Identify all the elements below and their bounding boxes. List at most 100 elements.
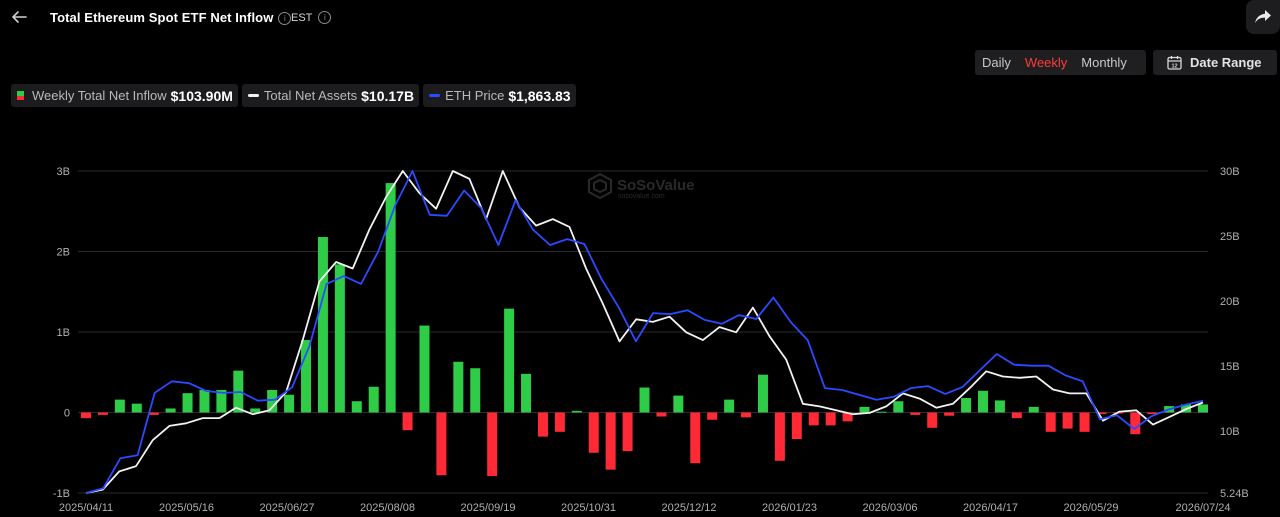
timezone-label: EST i	[291, 11, 332, 24]
legend-eth-price[interactable]: ETH Price $1,863.83	[423, 84, 576, 107]
legend-label: Total Net Assets	[263, 88, 358, 103]
inflow-bar	[994, 400, 1005, 413]
inflow-bar	[825, 412, 836, 426]
inflow-bar	[774, 412, 785, 461]
legend-weekly-inflow[interactable]: Weekly Total Net Inflow $103.90M	[11, 84, 238, 107]
inflow-bar	[216, 389, 227, 413]
inflow-bar	[250, 408, 261, 413]
line-swatch-icon	[247, 94, 259, 97]
page-title-text: Total Ethereum Spot ETF Net Inflow	[50, 10, 274, 25]
inflow-bar	[81, 412, 91, 419]
inflow-bar	[402, 412, 413, 431]
legend-value: $10.17B	[361, 87, 415, 104]
x-axis-tick-label: 2026/05/29	[1063, 502, 1118, 514]
x-axis-tick-label: 2025/05/16	[159, 502, 214, 514]
inflow-bar	[1028, 406, 1039, 413]
inflow-bar	[673, 395, 684, 413]
inflow-bar	[114, 399, 125, 413]
right-axis-tick-label: 15B	[1220, 361, 1240, 373]
inflow-bar	[1147, 412, 1158, 415]
right-axis-tick-label: 10B	[1220, 426, 1240, 438]
inflow-bar	[1130, 412, 1141, 435]
inflow-bar	[419, 325, 430, 413]
left-axis-tick-label: 0	[64, 408, 70, 420]
legend-total-net-assets[interactable]: Total Net Assets $10.17B	[241, 84, 420, 107]
left-axis-tick-label: 2B	[57, 247, 70, 259]
inflow-bar	[944, 412, 955, 416]
inflow-bar	[97, 412, 108, 415]
tab-monthly[interactable]: Monthly	[1081, 55, 1127, 70]
right-axis-tick-label: 20B	[1220, 296, 1240, 308]
inflow-bar	[453, 361, 464, 413]
inflow-bar	[470, 368, 481, 413]
inflow-bar	[199, 389, 210, 413]
inflow-bar	[690, 412, 701, 464]
inflow-bar	[707, 412, 718, 420]
x-axis-tick-label: 2026/01/23	[762, 502, 817, 514]
inflow-bar	[639, 387, 650, 413]
page-title: Total Ethereum Spot ETF Net Inflow i	[50, 10, 292, 25]
eth-price-line	[85, 170, 1204, 494]
inflow-bar	[368, 386, 379, 413]
timezone-info-icon[interactable]: i	[318, 11, 332, 24]
back-arrow-icon[interactable]	[10, 8, 28, 26]
tab-weekly[interactable]: Weekly	[1024, 55, 1068, 70]
timezone-text: EST	[291, 12, 313, 24]
inflow-bar	[757, 374, 768, 413]
inflow-bar	[893, 401, 904, 413]
inflow-bar	[317, 237, 328, 413]
inflow-bar	[385, 183, 396, 413]
inflow-bar	[927, 412, 938, 428]
legend-label: Weekly Total Net Inflow	[32, 88, 167, 103]
inflow-bar	[842, 412, 853, 422]
bar-swatch-icon	[17, 91, 24, 100]
inflow-bar	[1045, 412, 1056, 432]
inflow-bar	[334, 264, 345, 413]
inflow-bar	[876, 411, 887, 413]
inflow-bar	[1096, 412, 1107, 415]
inflow-bar	[571, 410, 582, 413]
inflow-bar	[521, 373, 532, 413]
line-swatch-icon	[429, 94, 441, 97]
inflow-bar	[741, 412, 752, 418]
inflow-bar	[1011, 412, 1022, 419]
left-axis-tick-label: 1B	[57, 327, 70, 339]
inflow-bar	[131, 403, 142, 413]
legend-value: $1,863.83	[508, 87, 571, 104]
inflow-bar	[165, 408, 176, 413]
svg-text:12: 12	[1171, 63, 1177, 69]
info-icon[interactable]: i	[278, 12, 292, 25]
chart-legend: Weekly Total Net Inflow $103.90M Total N…	[11, 84, 576, 107]
x-axis-tick-label: 2025/08/08	[360, 502, 415, 514]
inflow-bar	[301, 340, 312, 413]
inflow-bar	[656, 412, 667, 417]
tab-daily[interactable]: Daily	[982, 55, 1011, 70]
x-axis-tick-label: 2025/04/11	[59, 502, 113, 514]
right-axis-tick-label: 5.24B	[1220, 488, 1249, 500]
x-axis-tick-label: 2025/09/19	[460, 502, 515, 514]
date-range-label: Date Range	[1190, 55, 1262, 70]
inflow-bar	[487, 412, 498, 477]
inflow-bar	[148, 412, 159, 415]
inflow-bar	[284, 394, 295, 413]
inflow-bar	[859, 406, 870, 413]
x-axis-tick-label: 2026/03/06	[862, 502, 917, 514]
inflow-bar	[1079, 412, 1090, 432]
inflow-bar	[977, 390, 988, 413]
total-net-assets-line	[85, 170, 1204, 494]
svg-text:sosovalue.com: sosovalue.com	[618, 193, 665, 200]
share-button[interactable]	[1246, 0, 1280, 34]
share-icon	[1255, 10, 1271, 23]
inflow-bar	[588, 412, 599, 453]
header-bar: Total Ethereum Spot ETF Net Inflow i EST i	[0, 0, 1280, 36]
left-axis-tick-label: -1B	[53, 488, 70, 500]
inflow-bar	[537, 412, 548, 437]
right-axis-tick-label: 25B	[1220, 231, 1240, 243]
legend-value: $103.90M	[170, 87, 233, 104]
inflow-bar	[791, 412, 802, 440]
inflow-bar	[1062, 412, 1073, 429]
inflow-bar	[436, 412, 447, 476]
inflow-bar	[267, 389, 278, 413]
inflow-bar	[961, 398, 972, 413]
date-range-button[interactable]: 12 Date Range	[1153, 50, 1277, 75]
